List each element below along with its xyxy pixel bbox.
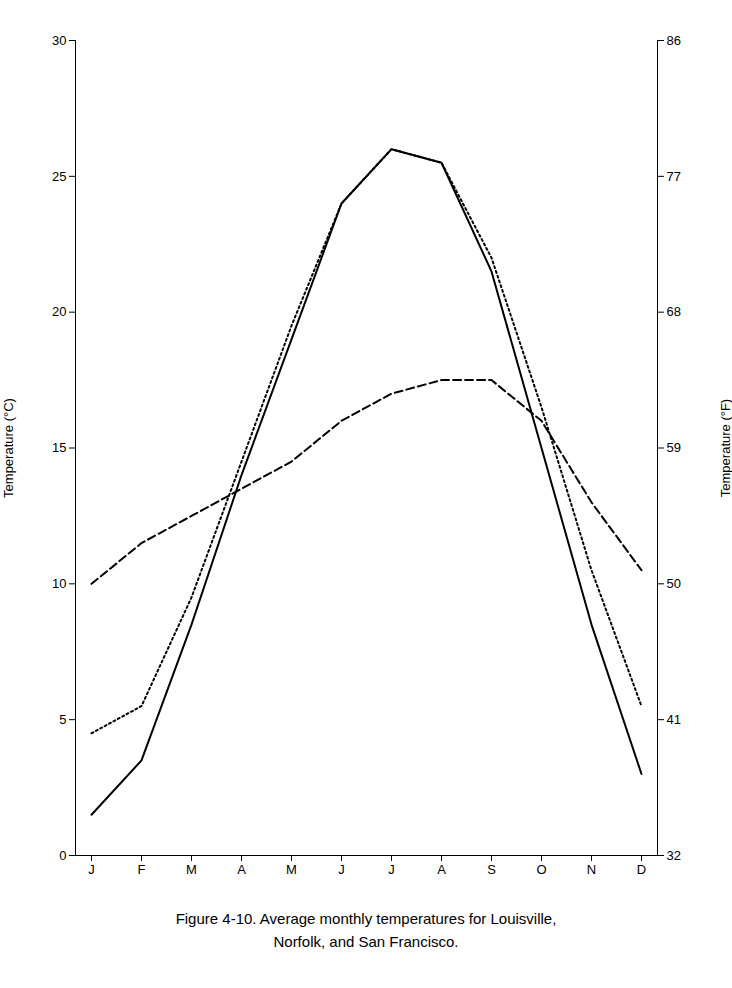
svg-text:68: 68 (667, 304, 681, 319)
svg-text:A: A (437, 862, 446, 877)
svg-text:M: M (186, 862, 197, 877)
svg-text:J: J (88, 862, 95, 877)
svg-text:59: 59 (667, 440, 681, 455)
svg-text:15: 15 (52, 440, 66, 455)
svg-text:86: 86 (667, 33, 681, 48)
svg-text:Temperature (°C): Temperature (°C) (1, 398, 16, 498)
svg-text:S: S (487, 862, 496, 877)
svg-text:41: 41 (667, 712, 681, 727)
svg-text:A: A (237, 862, 246, 877)
svg-text:10: 10 (52, 576, 66, 591)
svg-text:Temperature (°F): Temperature (°F) (718, 399, 732, 497)
html-text:Norfolk, and San Francisco.: Norfolk, and San Francisco. (273, 932, 459, 950)
svg-text:25: 25 (52, 168, 66, 183)
svg-text:O: O (536, 862, 546, 877)
svg-text:20: 20 (52, 304, 66, 319)
html-text:Figure 4-10. Average monthly t: Figure 4-10. Average monthly temperature… (175, 910, 557, 927)
svg-text:77: 77 (667, 168, 681, 183)
svg-text:D: D (637, 862, 646, 877)
svg-text:32: 32 (667, 848, 681, 863)
svg-text:M: M (286, 862, 297, 877)
svg-text:50: 50 (667, 576, 681, 591)
svg-text:5: 5 (59, 712, 66, 727)
svg-text:0: 0 (59, 848, 66, 863)
svg-text:J: J (338, 862, 345, 877)
svg-text:J: J (388, 862, 395, 877)
svg-text:N: N (587, 862, 596, 877)
svg-text:F: F (138, 862, 146, 877)
svg-text:30: 30 (52, 33, 66, 48)
